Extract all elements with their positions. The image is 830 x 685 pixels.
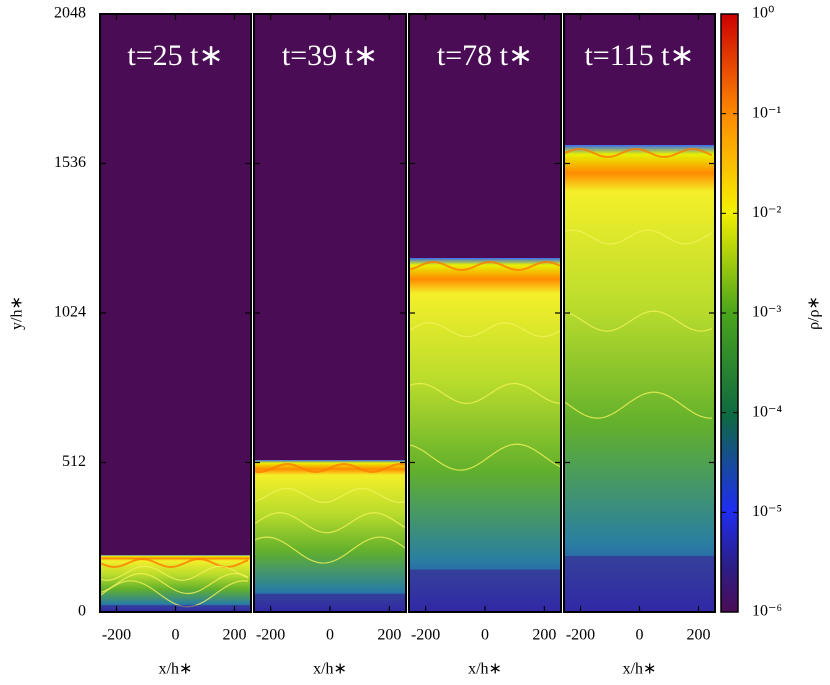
filament xyxy=(563,310,713,332)
x-tick-label: -200 xyxy=(102,627,131,644)
colorbar-tick-label: 10⁻⁶ xyxy=(752,603,782,620)
filament xyxy=(253,512,407,534)
x-tick-label: -200 xyxy=(566,627,595,644)
filament xyxy=(563,391,713,419)
filament xyxy=(99,565,249,581)
x-tick-label: -200 xyxy=(256,627,285,644)
filament xyxy=(408,260,562,271)
colorbar-tick-label: 10⁻¹ xyxy=(752,104,781,121)
y-tick-label: 2048 xyxy=(54,5,86,22)
filament xyxy=(563,147,713,159)
y-tick-label: 512 xyxy=(62,453,86,470)
y-tick-label: 0 xyxy=(78,603,86,620)
x-tick-label: 200 xyxy=(532,627,556,644)
x-tick-label: 200 xyxy=(686,627,710,644)
x-axis-label: x/h∗ xyxy=(623,661,657,678)
x-axis-label: x/h∗ xyxy=(468,661,502,678)
panel-title: t=39 t∗ xyxy=(282,39,378,72)
x-tick-label: 0 xyxy=(326,627,334,644)
filament xyxy=(408,382,562,405)
x-tick-label: 0 xyxy=(172,627,180,644)
panel-title: t=78 t∗ xyxy=(437,39,533,72)
filament xyxy=(408,443,562,471)
filament xyxy=(253,487,407,503)
colorbar-tick-label: 10⁰ xyxy=(752,5,774,22)
y-tick-label: 1536 xyxy=(54,154,86,171)
low-density-base xyxy=(564,555,715,612)
low-density-base xyxy=(254,593,406,612)
x-axis-label: x/h∗ xyxy=(313,661,347,678)
density-field xyxy=(254,460,406,612)
filament xyxy=(563,229,713,245)
panel-background xyxy=(100,14,251,612)
colorbar-tick-label: 10⁻⁵ xyxy=(752,503,782,520)
y-tick-label: 1024 xyxy=(54,304,86,321)
x-tick-label: 0 xyxy=(636,627,644,644)
x-tick-label: -200 xyxy=(411,627,440,644)
x-tick-label: 0 xyxy=(481,627,489,644)
panel-title: t=25 t∗ xyxy=(127,39,223,72)
density-field xyxy=(564,145,715,612)
filament xyxy=(99,580,249,608)
filament xyxy=(253,536,407,564)
filament xyxy=(408,322,562,338)
panel-title: t=115 t∗ xyxy=(584,39,694,72)
x-tick-label: 200 xyxy=(222,627,246,644)
filament xyxy=(99,572,249,595)
colorbar-tick-label: 10⁻² xyxy=(752,204,781,221)
y-axis-label: y/h∗ xyxy=(9,296,26,330)
filament xyxy=(253,463,407,473)
low-density-base xyxy=(409,569,561,612)
colorbar-tick-label: 10⁻⁴ xyxy=(752,403,782,420)
x-axis-label: x/h∗ xyxy=(159,661,193,678)
x-tick-label: 200 xyxy=(377,627,401,644)
density-field xyxy=(409,258,561,612)
colorbar-label: ρ/ρ∗ xyxy=(806,296,823,330)
colorbar-tick-label: 10⁻³ xyxy=(752,304,781,321)
